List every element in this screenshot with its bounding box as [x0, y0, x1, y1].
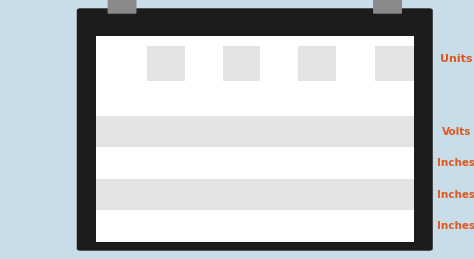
Text: 12: 12 [273, 127, 286, 137]
Text: 10.25: 10.25 [189, 158, 219, 168]
Text: 20.75: 20.75 [340, 158, 370, 168]
Text: 27: 27 [234, 93, 249, 104]
Text: Voltage: Voltage [100, 127, 145, 137]
Text: 8.75: 8.75 [344, 190, 367, 199]
Text: Inches: Inches [437, 221, 474, 231]
Text: 10.17: 10.17 [379, 221, 409, 231]
Text: 6.72: 6.72 [305, 190, 328, 199]
Text: 12.06: 12.06 [227, 158, 256, 168]
Text: 20.62: 20.62 [379, 158, 409, 168]
Text: Inches: Inches [437, 190, 474, 199]
Text: 4D: 4D [347, 93, 364, 104]
Text: 8.19: 8.19 [155, 158, 178, 168]
Text: 9.25: 9.25 [268, 221, 291, 231]
Text: 8.75: 8.75 [230, 221, 253, 231]
Text: 30H: 30H [267, 93, 292, 104]
Text: 6.81: 6.81 [155, 190, 178, 199]
Text: 6.81: 6.81 [192, 190, 215, 199]
Text: Width: Width [110, 190, 145, 199]
Text: 24: 24 [196, 93, 211, 104]
Text: 8.75: 8.75 [155, 221, 178, 231]
Text: 12: 12 [159, 127, 173, 137]
Text: 13: 13 [310, 158, 324, 168]
Text: Height: Height [105, 221, 145, 231]
Text: 12: 12 [235, 127, 248, 137]
Text: 12: 12 [349, 127, 362, 137]
Text: 12: 12 [310, 127, 324, 137]
Text: Inches: Inches [437, 158, 474, 168]
Text: Units: Units [440, 54, 473, 63]
Text: 10.95: 10.95 [379, 190, 409, 199]
Text: Battery Group: Battery Group [221, 52, 328, 65]
Text: 6.81: 6.81 [268, 190, 291, 199]
Text: 12: 12 [388, 127, 401, 137]
Text: 8.87: 8.87 [192, 221, 215, 231]
Text: 13.5: 13.5 [268, 158, 291, 168]
Text: Volts: Volts [442, 127, 471, 137]
Text: 9.88: 9.88 [344, 221, 367, 231]
Text: 6.81: 6.81 [230, 190, 253, 199]
Text: Length: Length [104, 158, 145, 168]
Text: 12: 12 [197, 127, 210, 137]
Text: 9.44: 9.44 [305, 221, 328, 231]
Text: 8D: 8D [386, 93, 403, 104]
Text: 31: 31 [310, 93, 325, 104]
Text: 21: 21 [158, 93, 174, 104]
